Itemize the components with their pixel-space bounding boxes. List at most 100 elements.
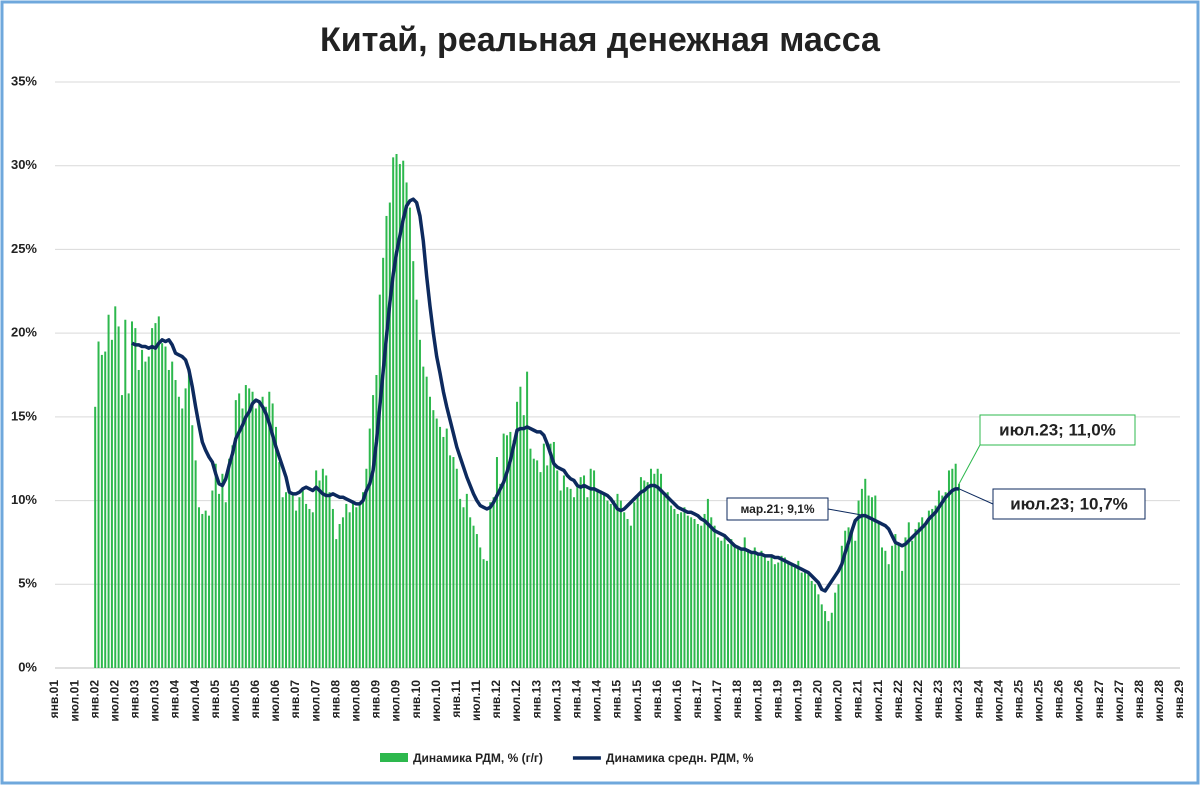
x-tick-label: июл.16 xyxy=(670,680,684,722)
bar xyxy=(485,560,488,668)
x-tick-label: июл.26 xyxy=(1072,680,1086,722)
bar xyxy=(931,508,934,668)
y-tick-label: 35% xyxy=(11,73,37,88)
bar xyxy=(887,564,890,668)
bar xyxy=(837,584,840,668)
x-tick-label: янв.21 xyxy=(851,680,865,719)
x-tick-label: июл.15 xyxy=(630,680,644,722)
bar xyxy=(927,510,930,668)
bar xyxy=(271,403,274,668)
bar xyxy=(526,371,529,668)
x-tick-label: янв.19 xyxy=(770,680,784,719)
bar xyxy=(114,306,117,668)
line xyxy=(131,197,960,593)
bar xyxy=(375,375,378,668)
bar xyxy=(435,418,438,668)
bar xyxy=(94,406,97,668)
bar xyxy=(325,475,328,668)
bar xyxy=(335,539,338,668)
bar xyxy=(941,495,944,668)
bar xyxy=(261,396,264,668)
bar xyxy=(686,515,689,668)
bar xyxy=(187,373,190,668)
x-tick-label: июл.12 xyxy=(509,680,523,722)
bar xyxy=(599,490,602,668)
bar xyxy=(676,513,679,668)
bar xyxy=(830,612,833,668)
bar xyxy=(509,431,512,668)
bar xyxy=(395,153,398,669)
bar xyxy=(291,495,294,668)
bar xyxy=(244,385,247,668)
bar xyxy=(951,468,954,668)
bar xyxy=(572,497,575,668)
bar xyxy=(579,477,582,668)
bar xyxy=(827,621,830,668)
x-tick-label: июл.25 xyxy=(1032,680,1046,722)
bar xyxy=(633,502,636,668)
bar xyxy=(315,470,318,668)
annotation: мар.21; 9,1% xyxy=(740,502,814,516)
bar xyxy=(947,470,950,668)
bar xyxy=(238,393,241,668)
annotation-box xyxy=(979,414,1136,446)
bar xyxy=(760,550,763,668)
bar xyxy=(536,460,539,668)
bar xyxy=(321,468,324,668)
x-tick-label: янв.20 xyxy=(811,680,825,719)
x-tick-label: янв.29 xyxy=(1172,680,1186,719)
bar xyxy=(211,490,214,668)
bar xyxy=(355,507,358,668)
bar xyxy=(445,428,448,668)
bar xyxy=(901,570,904,668)
bar xyxy=(807,574,810,668)
x-tick-label: июл.19 xyxy=(790,680,804,722)
bar xyxy=(904,537,907,668)
x-tick-label: июл.24 xyxy=(991,680,1005,722)
bar xyxy=(937,490,940,668)
bar xyxy=(844,530,847,668)
bar xyxy=(305,503,308,668)
annotation-leader xyxy=(958,488,994,505)
bar xyxy=(311,512,314,668)
bar xyxy=(629,525,632,668)
bar xyxy=(656,468,659,668)
bar xyxy=(228,458,231,668)
bar xyxy=(881,547,884,668)
bar xyxy=(181,408,184,668)
bar xyxy=(429,396,431,668)
bar xyxy=(120,395,123,668)
bar xyxy=(412,261,415,668)
bar xyxy=(593,470,596,668)
x-tick-label: июл.18 xyxy=(750,680,764,722)
bar xyxy=(492,497,495,668)
bar xyxy=(860,488,863,668)
bar xyxy=(425,376,428,668)
bar xyxy=(131,321,134,668)
bar xyxy=(418,339,421,668)
bar xyxy=(472,525,475,668)
bar xyxy=(506,435,509,668)
bar xyxy=(542,443,545,668)
bar xyxy=(532,458,535,668)
y-tick-label: 0% xyxy=(18,659,37,674)
bar xyxy=(660,473,663,668)
bar xyxy=(308,508,311,668)
x-tick-label: янв.11 xyxy=(449,680,463,718)
bar xyxy=(549,443,552,668)
bar xyxy=(646,482,649,668)
bar xyxy=(663,495,666,668)
bar xyxy=(787,560,790,668)
bar xyxy=(368,428,371,668)
bar xyxy=(204,510,207,668)
bar xyxy=(345,503,348,668)
bar xyxy=(432,410,435,668)
bar xyxy=(264,406,267,668)
bar xyxy=(730,539,733,668)
bar xyxy=(167,369,170,668)
bar xyxy=(144,361,147,668)
bar xyxy=(743,537,746,668)
bar xyxy=(797,560,800,668)
bar xyxy=(231,445,234,668)
bar xyxy=(301,488,304,668)
